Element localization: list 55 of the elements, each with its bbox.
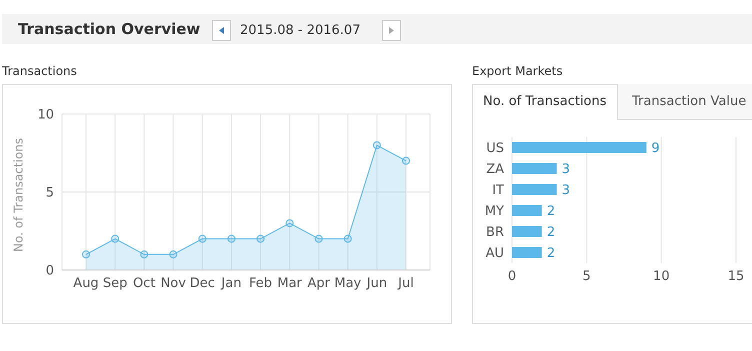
bar <box>512 226 542 237</box>
x-tick-label: 15 <box>728 269 744 284</box>
x-tick-label: Jul <box>397 276 414 292</box>
data-label: 3 <box>562 162 570 178</box>
x-tick-label: Apr <box>307 276 331 292</box>
point <box>227 234 236 243</box>
point <box>169 250 178 258</box>
point <box>256 234 265 243</box>
data-label: 9 <box>651 141 660 156</box>
x-tick-label: 0 <box>508 269 516 284</box>
point <box>286 219 294 228</box>
data-label: 2 <box>546 225 556 240</box>
y-tick-label: BR <box>486 225 504 240</box>
x-tick-label: Jun <box>366 276 388 292</box>
y-tick-label: ZA <box>486 162 504 178</box>
y-axis-title: No. of Transactions <box>11 138 26 252</box>
point <box>344 234 352 243</box>
chart-title: Export Markets <box>472 64 563 78</box>
y-tick-label: MY <box>484 204 504 220</box>
point <box>314 234 323 243</box>
bar <box>512 205 542 216</box>
x-tick-label: May <box>334 276 362 292</box>
x-tick-label: Mar <box>277 276 303 292</box>
x-tick-label: Feb <box>249 276 272 292</box>
x-tick-label: Sep <box>102 276 128 292</box>
x-tick-label: 10 <box>653 269 670 284</box>
x-tick-label: Jan <box>220 276 242 292</box>
chart-title: Transactions <box>2 64 77 78</box>
point <box>198 234 206 243</box>
bar <box>512 163 557 174</box>
text: Transaction Value <box>632 94 746 109</box>
point <box>372 141 381 150</box>
point <box>82 250 90 258</box>
data-label: 3 <box>562 183 570 198</box>
x-tick-label: 5 <box>582 269 591 284</box>
x-tick-label: Dec <box>190 276 215 292</box>
point <box>111 234 120 243</box>
point <box>140 250 148 258</box>
y-tick-label: AU <box>486 246 504 262</box>
x-tick-label: Oct <box>132 276 156 292</box>
bar <box>512 142 646 153</box>
text: No. of Transactions <box>483 94 607 109</box>
x-tick-label: Aug <box>73 276 99 292</box>
bar <box>512 247 542 258</box>
y-tick-label: US <box>486 141 504 156</box>
y-tick-label: 10 <box>37 108 54 123</box>
data-label: 2 <box>546 204 556 220</box>
y-tick-label: 5 <box>46 186 54 201</box>
text: Transaction Overview <box>18 20 200 38</box>
text: 2015.08 - 2016.07 <box>240 23 360 38</box>
x-tick-label: Nov <box>160 276 186 292</box>
y-tick-label: IT <box>492 183 504 198</box>
bar <box>512 184 557 195</box>
point <box>402 156 410 165</box>
data-label: 2 <box>546 246 556 262</box>
